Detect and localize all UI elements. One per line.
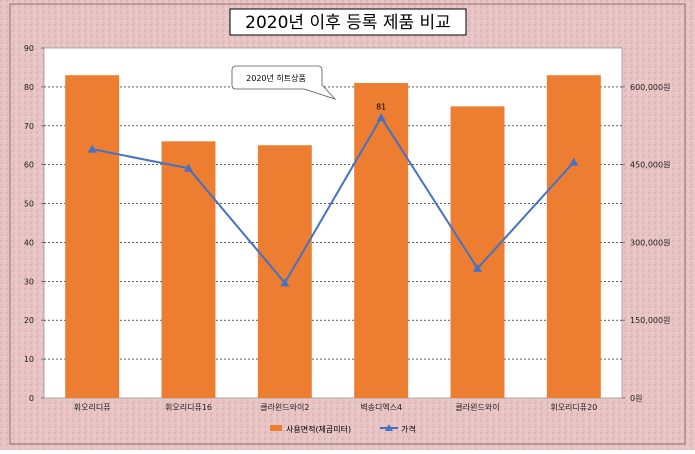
price-line <box>91 115 575 285</box>
legend: 사용면적(제곱미터) 가격 <box>270 424 416 434</box>
right-tick-label: 600,000원 <box>630 83 670 92</box>
right-tick-label: 300,000원 <box>630 238 670 247</box>
x-tick-label: 휘오리디퓨 <box>74 402 111 412</box>
price-marker <box>473 263 482 272</box>
chart-title: 2020년 이후 등록 제품 비교 <box>245 13 451 33</box>
left-tick-label: 50 <box>24 200 34 209</box>
bar <box>161 141 216 399</box>
callout-text: 2020년 히트상품 <box>246 73 306 83</box>
bar <box>450 106 505 398</box>
right-tick-label: 450,000원 <box>630 161 670 170</box>
left-tick-label: 20 <box>24 316 34 325</box>
bar-series <box>65 75 601 399</box>
left-axis-ticks: 0 10 20 30 40 50 60 70 80 90 <box>24 44 44 403</box>
price-marker <box>280 278 290 287</box>
right-tick-label: 150,000원 <box>630 316 670 325</box>
title-box <box>229 8 467 36</box>
bar <box>257 145 312 398</box>
x-tick-label: 벽송디엑스4 <box>360 402 402 412</box>
left-tick-label: 10 <box>24 355 34 364</box>
bar <box>65 75 120 398</box>
x-tick-label: 클라윈드와이 <box>455 402 499 412</box>
plot-area <box>43 47 623 399</box>
gridlines <box>44 86 622 360</box>
legend-bar-swatch <box>270 425 282 431</box>
chart-border <box>9 3 686 445</box>
right-axis-ticks: 0원 150,000원 300,000원 450,000원 600,000원 <box>622 83 670 403</box>
left-tick-label: 70 <box>24 122 34 131</box>
price-marker <box>184 163 193 172</box>
left-tick-label: 40 <box>24 238 34 247</box>
left-tick-label: 90 <box>24 44 34 53</box>
hit-product-callout: 2020년 히트상품 <box>231 65 337 100</box>
x-tick-label: 휘오리디퓨20 <box>550 402 597 412</box>
left-tick-label: 30 <box>24 277 34 286</box>
x-tick-label: 클라윈드와이2 <box>260 402 309 412</box>
legend-line-marker <box>385 424 393 431</box>
left-tick-label: 0 <box>29 394 34 403</box>
price-marker <box>87 144 97 153</box>
x-tick-label: 휘오리디퓨16 <box>165 402 212 412</box>
line-series <box>87 112 579 287</box>
price-marker <box>569 157 579 166</box>
x-axis-ticks: 휘오리디퓨 휘오리디퓨16 클라윈드와이2 벽송디엑스4 클라윈드와이 휘오리디퓨20 <box>74 402 598 412</box>
bar <box>354 83 409 398</box>
left-tick-label: 80 <box>24 83 34 92</box>
right-tick-label: 0원 <box>630 394 642 403</box>
legend-bar-label: 사용면적(제곱미터) <box>286 424 351 434</box>
bar <box>546 75 601 398</box>
price-marker <box>376 112 386 121</box>
legend-line-label: 가격 <box>401 424 416 434</box>
left-tick-label: 60 <box>24 161 34 170</box>
peak-data-label: 81 <box>376 102 386 111</box>
